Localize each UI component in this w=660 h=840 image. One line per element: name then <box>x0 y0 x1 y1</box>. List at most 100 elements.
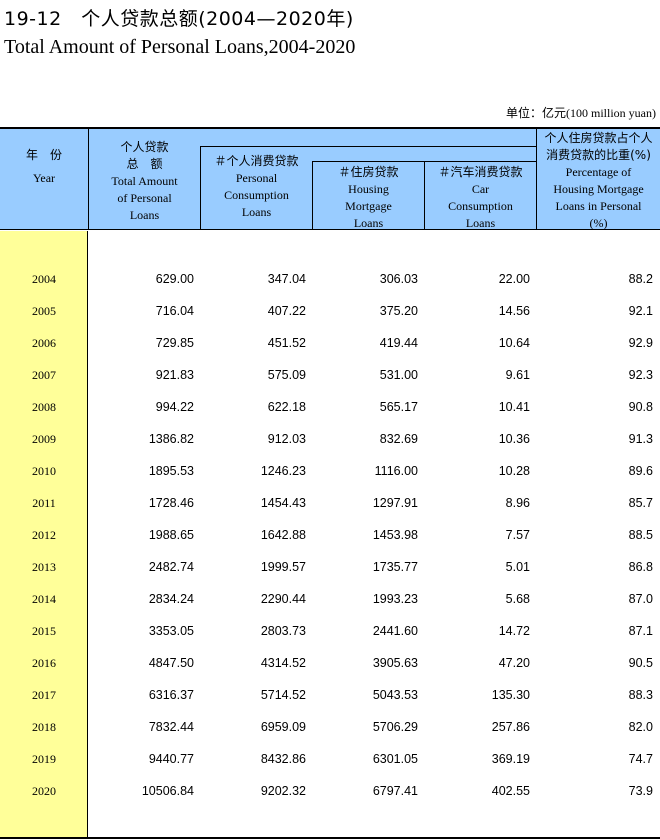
year-cell: 2008 <box>32 400 56 414</box>
car-cell: 10.41 <box>498 400 530 414</box>
percentage-cell: 86.8 <box>628 560 653 574</box>
percentage-cell: 87.0 <box>628 592 653 606</box>
table-header: 年 份 Year 个人贷款 总 额 Total Amount of Person… <box>0 127 660 230</box>
year-cell: 2015 <box>32 624 56 638</box>
consumption-cell: 4314.52 <box>260 656 306 670</box>
housing-cell: 531.00 <box>379 368 418 382</box>
total-cell: 2834.24 <box>148 592 194 606</box>
header-housing: ＃住房贷款 Housing Mortgage Loans <box>338 165 399 230</box>
total-cell: 2482.74 <box>148 560 194 574</box>
consumption-cell: 347.04 <box>267 272 306 286</box>
consumption-cell: 9202.32 <box>260 784 306 798</box>
table-row: 2005 716.04 407.22 375.20 14.56 92.1 <box>0 295 660 327</box>
total-cell: 4847.50 <box>148 656 194 670</box>
consumption-cell: 1246.23 <box>260 464 306 478</box>
year-cell: 2006 <box>32 336 56 350</box>
car-cell: 14.56 <box>498 304 530 318</box>
percentage-cell: 74.7 <box>628 752 653 766</box>
percentage-cell: 88.2 <box>628 272 653 286</box>
total-cell: 3353.05 <box>148 624 194 638</box>
percentage-cell: 91.3 <box>628 432 653 446</box>
table-row: 2017 6316.37 5714.52 5043.53 135.30 88.3 <box>0 679 660 711</box>
year-cell: 2009 <box>32 432 56 446</box>
housing-cell: 1297.91 <box>372 496 418 510</box>
header-consumption: ＃个人消费贷款 Personal Consumption Loans <box>214 154 299 219</box>
total-cell: 9440.77 <box>148 752 194 766</box>
percentage-cell: 90.5 <box>628 656 653 670</box>
page-title: 19-12 个人贷款总额(2004—2020年) <box>4 8 354 30</box>
car-cell: 10.36 <box>498 432 530 446</box>
year-cell: 2017 <box>32 688 56 702</box>
consumption-cell: 2803.73 <box>260 624 306 638</box>
year-cell: 2019 <box>32 752 56 766</box>
table-row: 2004 629.00 347.04 306.03 22.00 88.2 <box>0 263 660 295</box>
percentage-cell: 82.0 <box>628 720 653 734</box>
percentage-cell: 89.6 <box>628 464 653 478</box>
housing-cell: 419.44 <box>379 336 418 350</box>
year-cell: 2013 <box>32 560 56 574</box>
year-cell: 2020 <box>32 784 56 798</box>
table-row: 2012 1988.65 1642.88 1453.98 7.57 88.5 <box>0 519 660 551</box>
total-cell: 921.83 <box>155 368 194 382</box>
consumption-cell: 6959.09 <box>260 720 306 734</box>
consumption-cell: 912.03 <box>267 432 306 446</box>
car-cell: 10.28 <box>498 464 530 478</box>
year-cell: 2012 <box>32 528 56 542</box>
consumption-cell: 622.18 <box>267 400 306 414</box>
housing-cell: 5706.29 <box>372 720 418 734</box>
total-cell: 7832.44 <box>148 720 194 734</box>
table-row: 2008 994.22 622.18 565.17 10.41 90.8 <box>0 391 660 423</box>
total-cell: 716.04 <box>155 304 194 318</box>
percentage-cell: 92.1 <box>628 304 653 318</box>
total-cell: 729.85 <box>155 336 194 350</box>
consumption-cell: 575.09 <box>267 368 306 382</box>
consumption-cell: 8432.86 <box>260 752 306 766</box>
percentage-cell: 90.8 <box>628 400 653 414</box>
header-year: 年 份 Year <box>25 148 62 185</box>
percentage-cell: 88.3 <box>628 688 653 702</box>
table-row: 2013 2482.74 1999.57 1735.77 5.01 86.8 <box>0 551 660 583</box>
car-cell: 47.20 <box>498 656 530 670</box>
table-row: 2016 4847.50 4314.52 3905.63 47.20 90.5 <box>0 647 660 679</box>
page-subtitle: Total Amount of Personal Loans,2004-2020 <box>4 36 356 58</box>
car-cell: 369.19 <box>491 752 530 766</box>
car-cell: 14.72 <box>498 624 530 638</box>
consumption-cell: 1999.57 <box>260 560 306 574</box>
car-cell: 22.00 <box>498 272 530 286</box>
percentage-cell: 73.9 <box>628 784 653 798</box>
year-cell: 2018 <box>32 720 56 734</box>
header-car: ＃汽车消费贷款 Car Consumption Loans <box>438 165 523 230</box>
total-cell: 1988.65 <box>148 528 194 542</box>
car-cell: 10.64 <box>498 336 530 350</box>
total-cell: 1386.82 <box>148 432 194 446</box>
total-cell: 1895.53 <box>148 464 194 478</box>
year-cell: 2005 <box>32 304 56 318</box>
total-cell: 6316.37 <box>148 688 194 702</box>
header-percentage: 个人住房贷款占个人 消费贷款的比重(%) Percentage of Housi… <box>544 131 653 230</box>
table-row: 2014 2834.24 2290.44 1993.23 5.68 87.0 <box>0 583 660 615</box>
consumption-cell: 2290.44 <box>260 592 306 606</box>
housing-cell: 2441.60 <box>372 624 418 638</box>
consumption-cell: 5714.52 <box>260 688 306 702</box>
total-cell: 10506.84 <box>141 784 194 798</box>
percentage-cell: 92.9 <box>628 336 653 350</box>
consumption-cell: 1454.43 <box>260 496 306 510</box>
housing-cell: 306.03 <box>379 272 418 286</box>
bottom-rule <box>0 837 660 839</box>
percentage-cell: 92.3 <box>628 368 653 382</box>
total-cell: 629.00 <box>155 272 194 286</box>
year-cell: 2004 <box>32 272 56 286</box>
year-cell: 2016 <box>32 656 56 670</box>
car-cell: 8.96 <box>505 496 530 510</box>
housing-cell: 6797.41 <box>372 784 418 798</box>
unit-label: 单位：亿元(100 million yuan) <box>506 106 656 120</box>
housing-cell: 1116.00 <box>374 464 418 478</box>
car-cell: 5.01 <box>505 560 530 574</box>
table-row: 2010 1895.53 1246.23 1116.00 10.28 89.6 <box>0 455 660 487</box>
percentage-cell: 85.7 <box>628 496 653 510</box>
car-cell: 135.30 <box>491 688 530 702</box>
total-cell: 1728.46 <box>148 496 194 510</box>
year-cell: 2007 <box>32 368 56 382</box>
consumption-cell: 451.52 <box>267 336 306 350</box>
year-cell: 2014 <box>32 592 56 606</box>
